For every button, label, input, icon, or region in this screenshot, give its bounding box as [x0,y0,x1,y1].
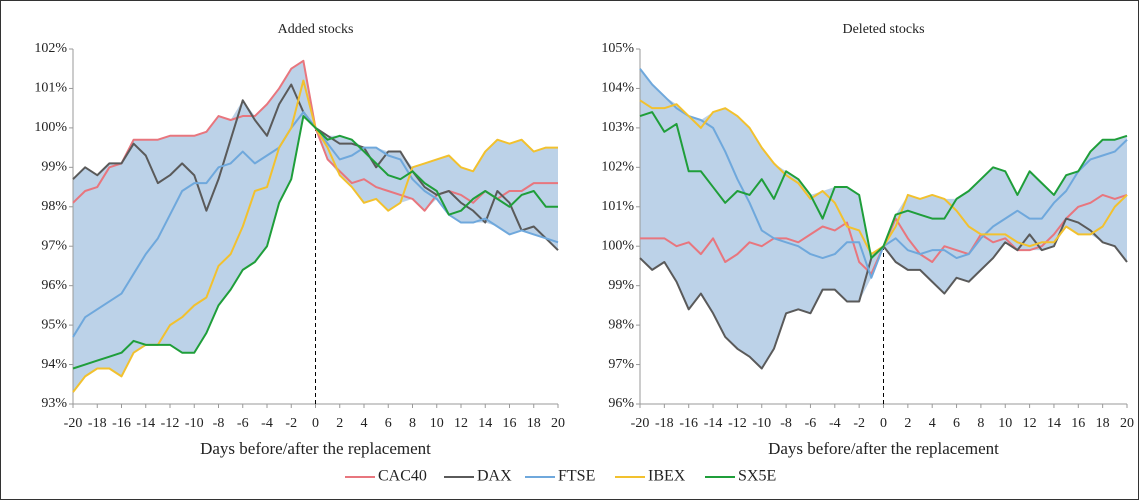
x-tick-label: -14 [136,416,155,431]
x-tick-label: 16 [503,416,517,431]
x-tick-label: -6 [805,416,817,431]
x-tick-label: 8 [977,416,984,431]
legend-label: IBEX [648,468,686,485]
y-tick-label: 104% [601,81,634,96]
x-tick-label: 14 [1047,416,1061,431]
x-tick-label: 18 [527,416,541,431]
x-tick-label: 10 [998,416,1012,431]
y-tick-label: 100% [34,120,67,135]
x-tick-label: 8 [409,416,416,431]
x-tick-label: -6 [237,416,249,431]
x-tick-label: 0 [880,416,887,431]
y-tick-label: 101% [601,199,634,214]
y-tick-label: 103% [601,120,634,135]
x-tick-label: -2 [853,416,865,431]
y-tick-label: 95% [41,317,67,332]
x-tick-label: -18 [88,416,107,431]
y-tick-label: 99% [608,278,634,293]
x-axis-label: Days before/after the replacement [200,439,431,458]
x-tick-label: -4 [261,416,273,431]
y-tick-label: 98% [608,317,634,332]
x-tick-label: -12 [728,416,747,431]
x-tick-label: 4 [929,416,936,431]
x-tick-label: -16 [679,416,698,431]
x-tick-label: 2 [904,416,911,431]
x-tick-label: 14 [478,416,492,431]
y-tick-label: 101% [34,81,67,96]
y-tick-label: 102% [34,41,67,56]
y-tick-label: 93% [41,396,67,411]
y-tick-label: 97% [608,357,634,372]
x-tick-label: 6 [385,416,392,431]
x-tick-label: -20 [64,416,83,431]
x-tick-label: 12 [1023,416,1037,431]
y-tick-label: 102% [601,160,634,175]
y-tick-label: 105% [601,41,634,56]
x-axis-label: Days before/after the replacement [768,439,999,458]
x-tick-label: 2 [336,416,343,431]
chart-title: Added stocks [278,22,354,37]
legend-label: FTSE [558,468,595,485]
series-line [72,115,558,370]
x-tick-label: 4 [361,416,368,431]
x-tick-label: 10 [430,416,444,431]
x-tick-label: -8 [780,416,792,431]
x-tick-label: -10 [185,416,204,431]
range-band [73,60,558,393]
x-tick-label: -10 [752,416,771,431]
x-tick-label: 12 [454,416,468,431]
x-tick-label: -18 [655,416,674,431]
y-tick-label: 94% [41,357,67,372]
y-tick-label: 100% [601,238,634,253]
y-tick-label: 96% [41,278,67,293]
legend-label: SX5E [738,468,776,485]
x-tick-label: -16 [112,416,131,431]
x-tick-label: 6 [953,416,960,431]
y-tick-label: 96% [608,396,634,411]
y-tick-label: 98% [41,199,67,214]
x-tick-label: -2 [285,416,297,431]
x-tick-label: -12 [161,416,180,431]
y-tick-label: 99% [41,160,67,175]
x-tick-label: 16 [1071,416,1085,431]
range-band [640,68,1127,369]
legend-label: CAC40 [378,468,427,485]
x-tick-label: 20 [551,416,565,431]
x-tick-label: -8 [213,416,225,431]
x-tick-label: 18 [1096,416,1110,431]
chart-title: Deleted stocks [842,22,924,37]
x-tick-label: 0 [312,416,319,431]
y-tick-label: 97% [41,238,67,253]
legend-label: DAX [477,468,512,485]
series-line [639,111,1128,260]
x-tick-label: -4 [829,416,841,431]
x-tick-label: -20 [631,416,650,431]
x-tick-label: 20 [1120,416,1134,431]
x-tick-label: -14 [704,416,723,431]
